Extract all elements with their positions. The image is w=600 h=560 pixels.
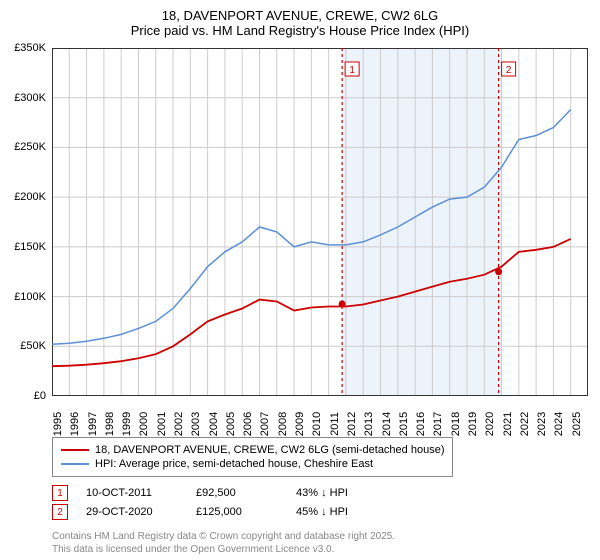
x-tick-label: 2005 — [225, 412, 237, 436]
legend-label: 18, DAVENPORT AVENUE, CREWE, CW2 6LG (se… — [95, 444, 444, 456]
y-tick-label: £0 — [34, 390, 46, 402]
x-tick-label: 2013 — [363, 412, 375, 436]
legend-swatch — [61, 463, 89, 465]
attribution-line-1: Contains HM Land Registry data © Crown c… — [52, 531, 395, 544]
legend-label: HPI: Average price, semi-detached house,… — [95, 458, 373, 470]
marker-delta: 45% ↓ HPI — [296, 506, 396, 518]
title-line-2: Price paid vs. HM Land Registry's House … — [0, 23, 600, 38]
y-tick-label: £250K — [14, 141, 46, 153]
legend-swatch — [61, 449, 89, 451]
x-tick-label: 2023 — [536, 412, 548, 436]
x-tick-label: 2003 — [190, 412, 202, 436]
x-tick-label: 1996 — [69, 412, 81, 436]
x-tick-label: 2025 — [571, 412, 583, 436]
x-tick-label: 2006 — [242, 412, 254, 436]
svg-text:2: 2 — [506, 65, 512, 76]
x-tick-label: 2014 — [381, 412, 393, 436]
x-tick-label: 2024 — [553, 412, 565, 436]
chart-container: 18, DAVENPORT AVENUE, CREWE, CW2 6LG Pri… — [0, 0, 600, 560]
y-tick-label: £50K — [20, 340, 46, 352]
plot-area: 12 — [52, 48, 588, 396]
x-tick-label: 1998 — [104, 412, 116, 436]
x-tick-label: 2011 — [329, 412, 341, 436]
x-tick-label: 2001 — [156, 412, 168, 436]
x-tick-label: 2000 — [138, 412, 150, 436]
y-axis: £0£50K£100K£150K£200K£250K£300K£350K — [0, 48, 50, 396]
x-tick-label: 2004 — [208, 412, 220, 436]
marker-delta: 43% ↓ HPI — [296, 487, 396, 499]
marker-price: £92,500 — [196, 487, 296, 499]
attribution: Contains HM Land Registry data © Crown c… — [52, 531, 395, 556]
x-tick-label: 2018 — [450, 412, 462, 436]
x-tick-label: 1995 — [52, 412, 64, 436]
marker-date: 29-OCT-2020 — [86, 506, 196, 518]
svg-text:1: 1 — [349, 65, 355, 76]
legend-item: 18, DAVENPORT AVENUE, CREWE, CW2 6LG (se… — [61, 444, 444, 456]
x-tick-label: 2009 — [294, 412, 306, 436]
chart-svg: 12 — [52, 48, 588, 396]
x-tick-label: 1997 — [87, 412, 99, 436]
marker-row: 1 10-OCT-2011£92,50043% ↓ HPI — [52, 485, 396, 501]
title-line-1: 18, DAVENPORT AVENUE, CREWE, CW2 6LG — [0, 8, 600, 23]
x-tick-label: 2020 — [484, 412, 496, 436]
title-block: 18, DAVENPORT AVENUE, CREWE, CW2 6LG Pri… — [0, 0, 600, 42]
marker-badge: 1 — [52, 485, 68, 501]
x-tick-label: 2002 — [173, 412, 185, 436]
x-tick-label: 2017 — [432, 412, 444, 436]
x-tick-label: 2012 — [346, 412, 358, 436]
x-tick-label: 2008 — [277, 412, 289, 436]
marker-badge: 2 — [52, 504, 68, 520]
legend-item: HPI: Average price, semi-detached house,… — [61, 458, 444, 470]
x-tick-label: 2021 — [502, 412, 514, 436]
x-tick-label: 2019 — [467, 412, 479, 436]
x-tick-label: 2007 — [259, 412, 271, 436]
marker-row: 2 29-OCT-2020£125,00045% ↓ HPI — [52, 504, 396, 520]
attribution-line-2: This data is licensed under the Open Gov… — [52, 544, 395, 557]
x-tick-label: 2010 — [311, 412, 323, 436]
x-axis: 1995 1996 1997 1998 1999 2000 2001 2002 2003 2004… — [52, 396, 588, 436]
y-tick-label: £200K — [14, 191, 46, 203]
x-tick-label: 1999 — [121, 412, 133, 436]
marker-price: £125,000 — [196, 506, 296, 518]
marker-table: 1 10-OCT-2011£92,50043% ↓ HPI 2 29-OCT-2020… — [52, 482, 396, 523]
y-tick-label: £350K — [14, 42, 46, 54]
legend: 18, DAVENPORT AVENUE, CREWE, CW2 6LG (se… — [52, 437, 453, 477]
y-tick-label: £300K — [14, 92, 46, 104]
x-tick-label: 2016 — [415, 412, 427, 436]
marker-date: 10-OCT-2011 — [86, 487, 196, 499]
y-tick-label: £150K — [14, 241, 46, 253]
x-tick-label: 2015 — [398, 412, 410, 436]
x-tick-label: 2022 — [519, 412, 531, 436]
y-tick-label: £100K — [14, 291, 46, 303]
